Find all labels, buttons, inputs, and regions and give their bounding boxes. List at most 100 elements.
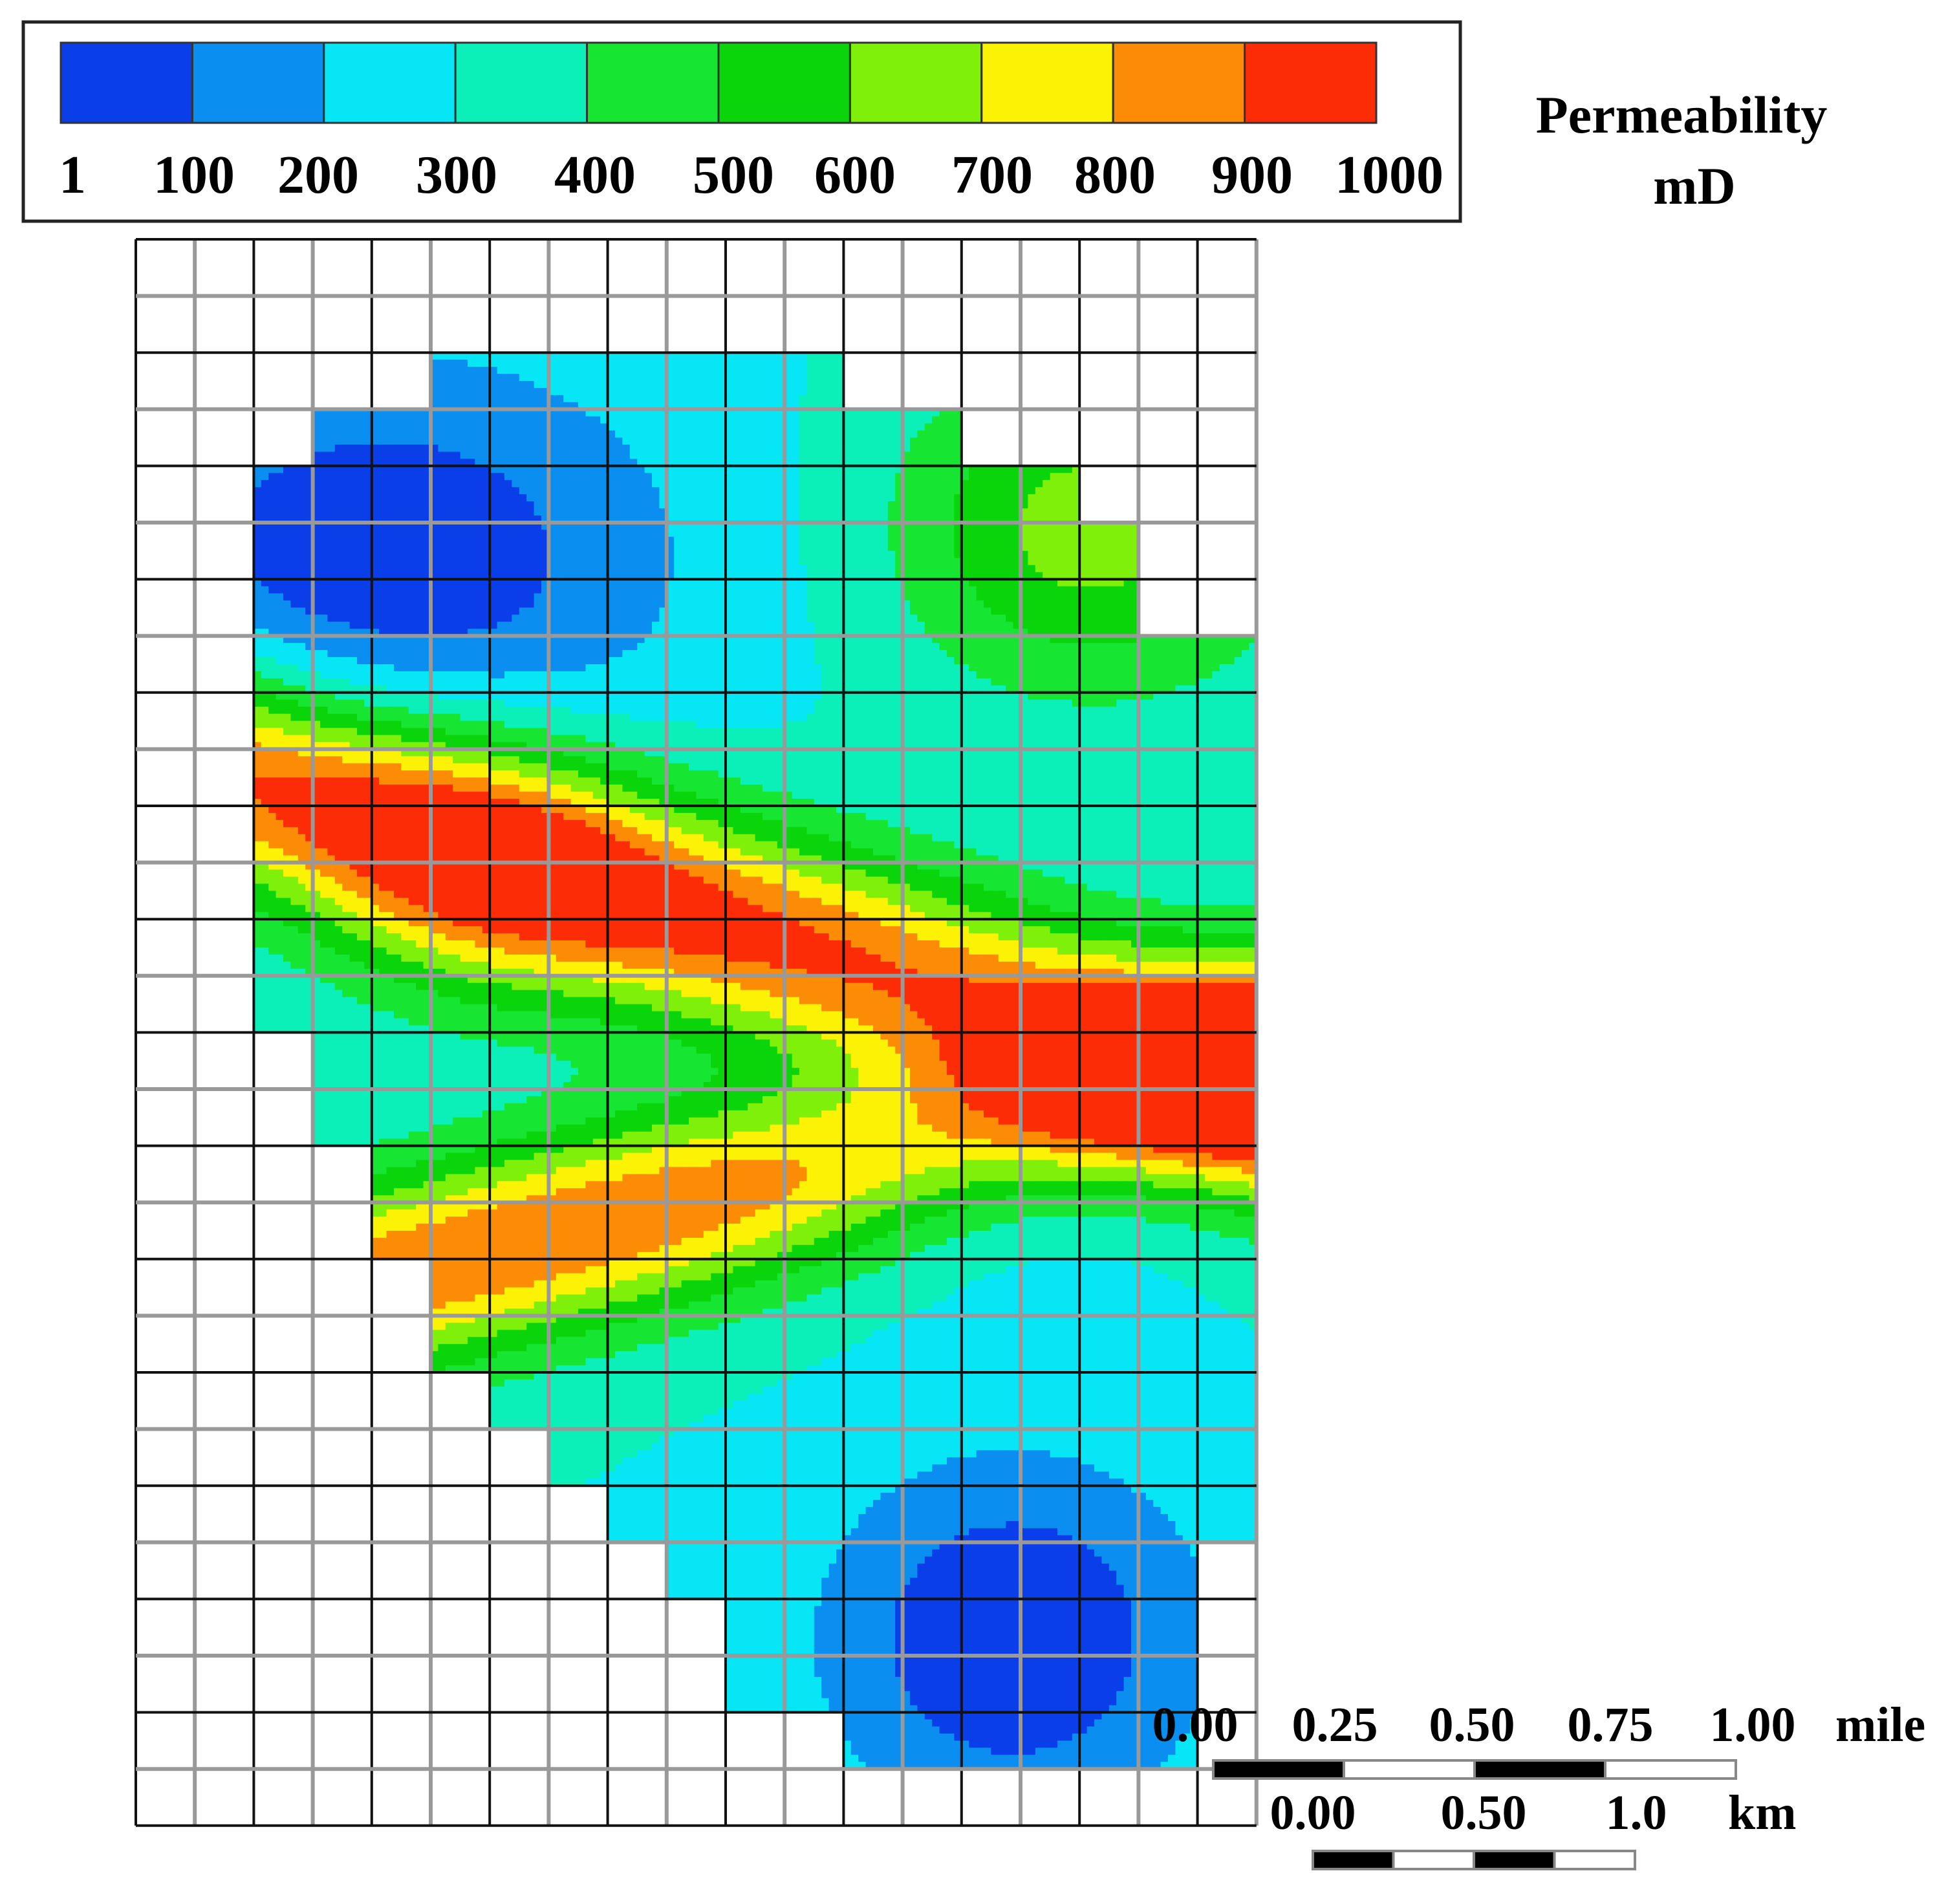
map-cell — [998, 600, 1006, 608]
map-cell — [592, 523, 601, 530]
map-cell — [585, 579, 594, 587]
map-cell — [1145, 671, 1154, 679]
map-cell — [689, 586, 697, 594]
map-cell — [924, 459, 933, 466]
map-cell — [504, 565, 512, 573]
map-cell — [666, 480, 675, 488]
map-cell — [703, 395, 711, 403]
map-cell — [408, 543, 416, 552]
map-cell — [1116, 629, 1125, 636]
map-cell — [453, 501, 461, 509]
map-cell — [637, 607, 645, 615]
map-cell — [327, 572, 336, 580]
map-cell — [431, 614, 438, 622]
map-cell — [1101, 557, 1110, 566]
map-cell — [468, 387, 475, 396]
map-cell — [460, 501, 468, 509]
map-cell — [924, 444, 933, 453]
map-cell — [777, 466, 785, 473]
map-cell — [961, 508, 969, 516]
map-cell — [570, 629, 579, 636]
map-cell — [1123, 678, 1132, 686]
map-cell — [718, 557, 726, 566]
map-cell — [563, 402, 572, 410]
map-cell — [806, 374, 815, 382]
map-cell — [755, 387, 763, 396]
map-cell — [585, 501, 594, 509]
map-cell — [592, 487, 601, 495]
map-cell — [541, 678, 549, 686]
map-cell — [615, 395, 623, 403]
map-cell — [976, 593, 984, 601]
map-cell — [939, 657, 947, 665]
map-cell — [850, 671, 859, 679]
map-cell — [873, 508, 881, 516]
map-cell — [748, 536, 756, 545]
map-cell — [784, 643, 793, 651]
map-cell — [1021, 565, 1028, 573]
map-cell — [312, 430, 321, 438]
map-cell — [711, 451, 719, 460]
map-cell — [468, 381, 475, 389]
map-cell — [423, 593, 431, 601]
map-cell — [276, 557, 284, 566]
map-cell — [1021, 543, 1028, 552]
map-cell — [401, 529, 409, 537]
map-cell — [615, 444, 623, 453]
map-cell — [349, 550, 358, 559]
map-cell — [1123, 593, 1132, 601]
map-cell — [401, 480, 409, 488]
map-cell — [629, 565, 638, 573]
map-cell — [1006, 473, 1014, 481]
map-cell — [998, 494, 1006, 502]
map-cell — [740, 572, 748, 580]
map-cell — [490, 402, 498, 410]
map-cell — [917, 657, 925, 665]
map-cell — [711, 557, 719, 566]
map-cell — [659, 444, 667, 453]
map-cell — [490, 473, 498, 481]
map-cell — [1006, 650, 1014, 658]
map-cell — [268, 572, 277, 580]
map-cell — [873, 600, 881, 608]
map-cell — [740, 550, 748, 559]
map-cell — [924, 501, 933, 509]
map-cell — [674, 374, 682, 382]
map-cell — [703, 402, 711, 410]
map-cell — [666, 622, 675, 629]
map-cell — [666, 515, 675, 523]
map-cell — [681, 402, 689, 410]
map-cell — [1116, 657, 1125, 665]
map-cell — [748, 480, 756, 488]
map-cell — [342, 629, 351, 636]
map-cell — [504, 416, 512, 424]
map-cell — [615, 579, 623, 587]
map-cell — [748, 451, 756, 460]
map-cell — [644, 536, 653, 545]
map-cell — [268, 650, 277, 658]
map-cell — [556, 650, 564, 658]
map-cell — [1131, 557, 1139, 566]
map-cell — [726, 381, 733, 389]
map-cell — [548, 543, 557, 552]
map-cell — [526, 487, 535, 495]
map-cell — [261, 515, 269, 523]
map-cell — [637, 557, 645, 566]
map-cell — [718, 664, 726, 672]
map-cell — [534, 529, 542, 537]
map-cell — [349, 636, 358, 644]
map-cell — [468, 678, 475, 686]
map-cell — [497, 494, 505, 502]
map-cell — [674, 480, 682, 488]
map-cell — [806, 557, 815, 566]
map-cell — [984, 614, 991, 622]
map-cell — [320, 650, 328, 658]
map-cell — [548, 650, 557, 658]
map-cell — [696, 614, 704, 622]
map-cell — [726, 636, 733, 644]
map-cell — [954, 536, 962, 545]
map-cell — [482, 352, 490, 360]
map-cell — [836, 636, 844, 644]
map-cell — [534, 367, 542, 374]
map-cell — [821, 473, 830, 481]
